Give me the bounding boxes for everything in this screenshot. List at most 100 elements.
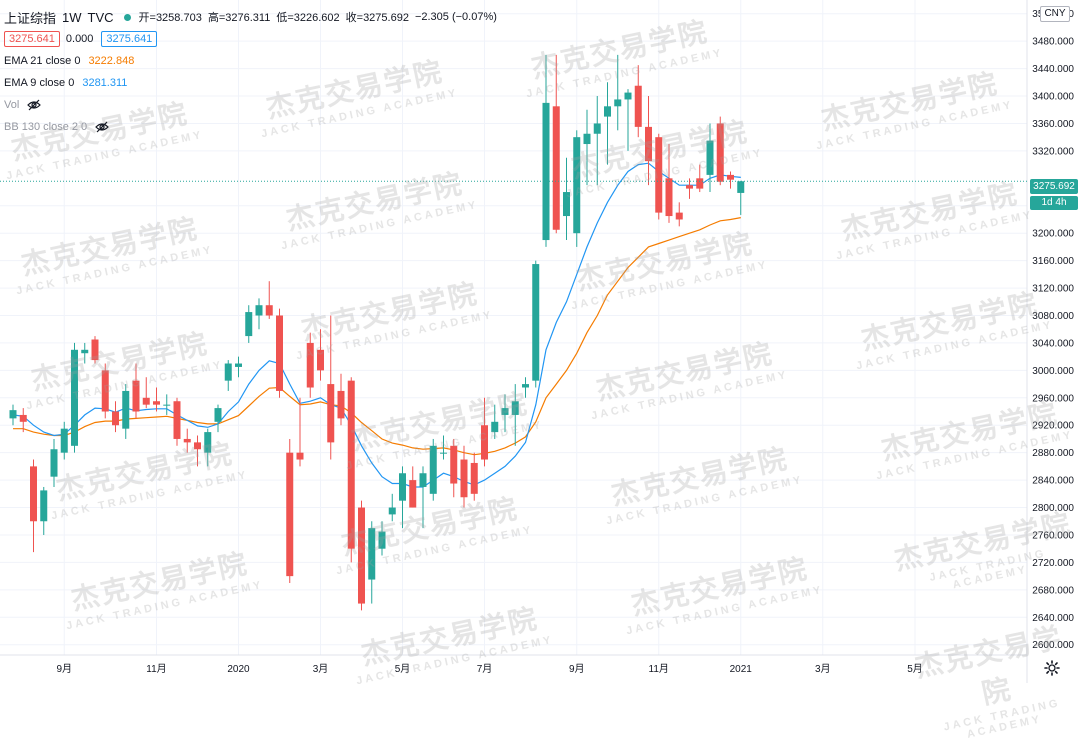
chart-legend: 上证综指 1W TVC 开=3258.703 高=3276.311 低=3226… <box>4 6 503 138</box>
candle <box>112 401 119 433</box>
candle <box>675 202 683 227</box>
price-tick-label: 3080.000 <box>1032 311 1074 322</box>
candle <box>286 438 294 583</box>
candle <box>337 373 345 426</box>
hidden-eye-icon[interactable] <box>27 98 42 112</box>
candle <box>296 397 304 467</box>
candle <box>686 178 693 199</box>
ema21-series <box>13 217 741 456</box>
candle-body <box>706 140 714 175</box>
candle <box>419 466 427 529</box>
candle <box>265 281 273 319</box>
vol-legend[interactable]: Vol <box>4 94 503 116</box>
candle-body <box>655 137 663 213</box>
candle-body <box>645 126 652 162</box>
currency-button[interactable]: CNY <box>1040 6 1070 22</box>
candle <box>706 123 714 193</box>
candle-body <box>337 390 345 419</box>
time-tick-label: 2020 <box>227 664 250 675</box>
time-tick-label: 3月 <box>815 663 831 675</box>
bar-countdown-tag: 1d 4h <box>1030 196 1078 210</box>
candle-body <box>593 123 601 134</box>
candle <box>645 96 652 186</box>
bb-legend[interactable]: BB 130 close 2 0 <box>4 116 503 138</box>
candle <box>573 130 581 247</box>
candle-body <box>40 490 48 522</box>
time-axis[interactable]: 9月 11月 2020 3月 5月 7月 9月 11月 2021 3月 5月 <box>56 663 922 675</box>
time-tick-label: 9月 <box>569 663 585 675</box>
candle-body <box>60 428 68 453</box>
candle <box>255 298 263 330</box>
bid-button[interactable]: 3275.641 <box>4 31 60 47</box>
candle-body <box>675 212 683 220</box>
candle-body <box>183 438 191 443</box>
candle <box>491 404 499 439</box>
price-tick-label: 3360.000 <box>1032 119 1074 130</box>
candle <box>142 377 150 409</box>
candle <box>563 157 570 241</box>
ask-button[interactable]: 3275.641 <box>101 31 158 47</box>
candle-body <box>737 181 745 193</box>
ema21-line <box>13 217 741 456</box>
gear-icon[interactable] <box>1044 660 1060 676</box>
candle <box>552 54 560 234</box>
candle <box>306 332 314 398</box>
time-tick-label: 7月 <box>477 663 493 675</box>
candle <box>358 500 365 611</box>
candle-body <box>727 174 734 180</box>
candle <box>470 452 478 501</box>
candle-body <box>542 102 550 241</box>
time-tick-label: 11月 <box>146 663 166 675</box>
candle <box>440 435 447 460</box>
ema9-legend[interactable]: EMA 9 close 0 3281.311 <box>4 72 503 94</box>
candle-body <box>399 473 406 501</box>
candle <box>347 377 355 563</box>
hidden-eye-icon[interactable] <box>95 120 110 134</box>
candle <box>214 404 222 433</box>
candle-body <box>686 185 693 189</box>
candle-body <box>429 445 437 494</box>
candle-body <box>470 462 478 494</box>
interval-label[interactable]: 1W <box>62 9 82 25</box>
candle-body <box>9 410 17 419</box>
candle <box>737 180 745 215</box>
candle-body <box>142 397 150 405</box>
candle-body <box>204 432 212 453</box>
candle-body <box>419 473 427 487</box>
candle-body <box>614 99 622 107</box>
candle <box>501 394 509 433</box>
candle-body <box>563 192 570 217</box>
candle <box>183 428 191 453</box>
candle-body <box>552 106 560 230</box>
candle <box>173 397 181 446</box>
candle-body <box>665 178 673 217</box>
candle-body <box>440 452 447 454</box>
chart-grid <box>0 0 1027 655</box>
ema21-value: 3222.848 <box>88 55 135 67</box>
candle-body <box>112 411 119 426</box>
last-price-tag: 3275.692 <box>1030 179 1078 194</box>
candle <box>81 342 89 364</box>
candle-body <box>132 380 140 412</box>
ohlc-close: 收=3275.692 <box>345 12 409 24</box>
candle-body <box>634 85 642 127</box>
candle <box>429 438 437 501</box>
candle-body <box>368 528 376 580</box>
candle <box>30 459 37 553</box>
ohlc-low: 低=3226.602 <box>276 12 340 24</box>
candle <box>19 408 27 433</box>
candle <box>378 521 386 556</box>
time-tick-label: 3月 <box>313 663 329 675</box>
ema9-label: EMA 9 close 0 <box>4 77 75 89</box>
ema21-legend[interactable]: EMA 21 close 0 3222.848 <box>4 50 503 72</box>
symbol-name[interactable]: 上证综指 <box>4 10 57 26</box>
price-tick-label: 3400.000 <box>1032 92 1074 103</box>
candle-body <box>50 449 58 477</box>
candle-body <box>491 421 499 433</box>
candle <box>460 445 468 508</box>
candle-body <box>604 106 611 117</box>
candle <box>522 377 529 398</box>
candle-body <box>153 401 160 405</box>
candle <box>40 486 48 535</box>
